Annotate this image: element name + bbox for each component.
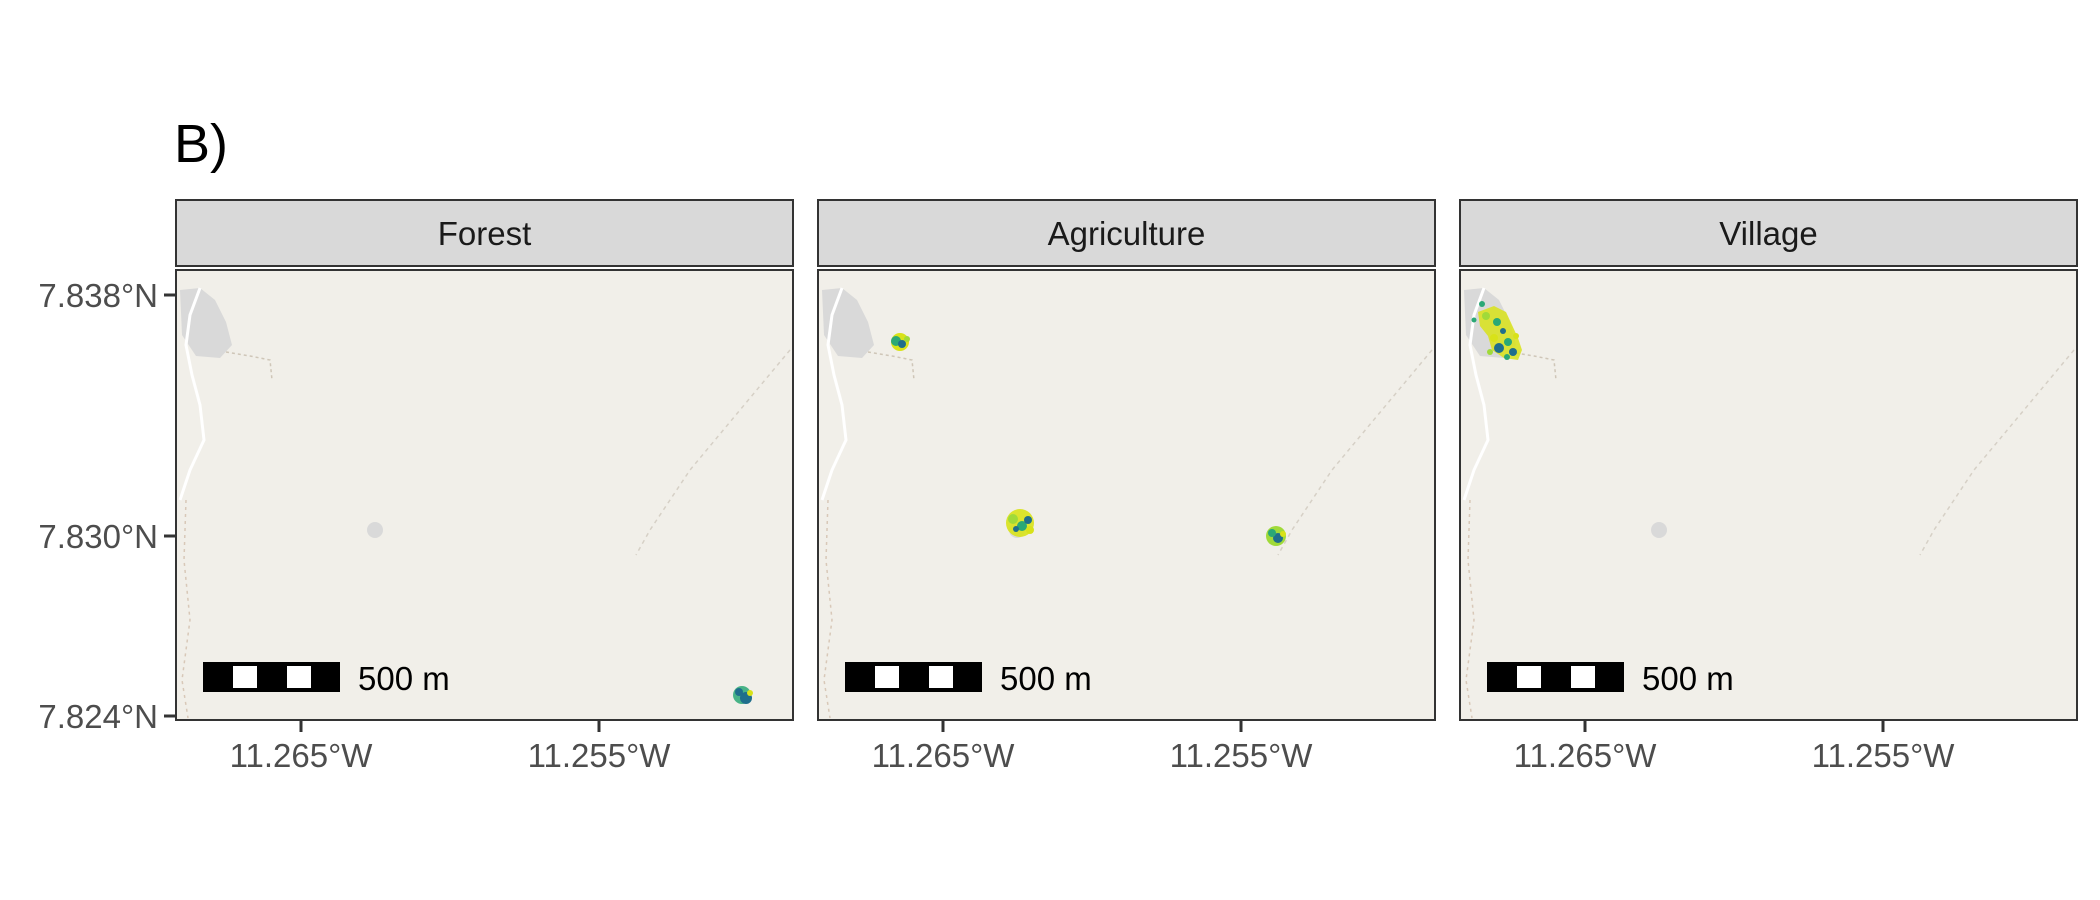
track xyxy=(1509,351,1557,381)
scale-bar-label: 500 m xyxy=(1000,660,1092,697)
map-background xyxy=(176,270,793,720)
point xyxy=(1268,529,1276,537)
map-panel: 500 m xyxy=(1460,270,2077,720)
facet-strip xyxy=(175,199,794,267)
point-cluster xyxy=(1266,526,1286,546)
point xyxy=(898,340,906,348)
panel-border xyxy=(1459,269,2078,721)
point xyxy=(1013,526,1019,532)
scale-bar-segment xyxy=(287,666,311,688)
point xyxy=(1280,531,1286,537)
point xyxy=(1024,516,1032,524)
scale-bar-segment xyxy=(845,662,982,692)
x-tick-label: 11.255°W xyxy=(528,737,672,774)
scale-bar-segment xyxy=(1517,666,1541,688)
facet-forest: Forest 500 m xyxy=(175,199,794,774)
point xyxy=(1017,521,1027,531)
map-panel: 500 m xyxy=(818,270,1435,720)
x-tick-label: 11.255°W xyxy=(1170,737,1314,774)
point-cluster xyxy=(1471,301,1522,360)
panel-border xyxy=(817,269,1436,721)
y-tick-label: 7.824°N xyxy=(38,698,158,735)
point xyxy=(1487,349,1493,355)
point xyxy=(1479,301,1485,307)
point xyxy=(1500,328,1506,334)
point xyxy=(904,336,910,342)
point xyxy=(1471,317,1477,323)
x-tick-label: 11.265°W xyxy=(1514,737,1658,774)
x-tick-label: 11.265°W xyxy=(230,737,374,774)
road xyxy=(178,287,206,501)
panel-label: B) xyxy=(174,114,228,174)
y-tick-label: 7.838°N xyxy=(38,277,158,314)
point xyxy=(1008,514,1018,524)
track xyxy=(1465,499,1475,719)
map-panel: 500 m xyxy=(176,270,793,720)
scale-bar-segment xyxy=(875,666,899,688)
point xyxy=(735,688,743,696)
scale-bar-segment xyxy=(1487,662,1624,692)
point xyxy=(1026,526,1034,534)
facet-agriculture: Agriculture xyxy=(817,199,1436,774)
point xyxy=(1509,348,1517,356)
point-cluster xyxy=(733,686,753,704)
facet-strip xyxy=(1459,199,2078,267)
scale-bar: 500 m xyxy=(203,660,450,697)
y-axis: 7.838°N 7.830°N 7.824°N xyxy=(38,277,176,735)
track xyxy=(181,499,191,719)
track xyxy=(823,499,833,719)
scale-bar: 500 m xyxy=(1487,660,1734,697)
panel-border xyxy=(175,269,794,721)
scale-bar: 500 m xyxy=(845,660,1092,697)
scale-bar-segment xyxy=(1571,666,1595,688)
settlement-spot xyxy=(1651,522,1667,538)
point-cluster xyxy=(891,333,910,351)
road xyxy=(820,287,848,501)
point xyxy=(1504,354,1510,360)
facet-strip-label: Forest xyxy=(438,215,532,252)
point xyxy=(1482,312,1490,320)
facet-strip-label: Agriculture xyxy=(1048,215,1206,252)
scale-bar-label: 500 m xyxy=(1642,660,1734,697)
point xyxy=(747,690,753,696)
scale-bar-label: 500 m xyxy=(358,660,450,697)
point xyxy=(1490,334,1498,342)
x-tick-label: 11.255°W xyxy=(1812,737,1956,774)
point xyxy=(1478,306,1522,360)
y-tick-label: 7.830°N xyxy=(38,518,158,555)
point xyxy=(1504,338,1512,346)
point xyxy=(1493,318,1501,326)
map-background xyxy=(818,270,1435,720)
scale-bar-segment xyxy=(929,666,953,688)
facet-strip-label: Village xyxy=(1719,215,1817,252)
facet-village: Village xyxy=(1459,199,2078,774)
settlement-spot xyxy=(367,522,383,538)
map-background xyxy=(1460,270,2077,720)
track xyxy=(225,351,273,381)
point xyxy=(1513,333,1519,339)
x-tick-label: 11.265°W xyxy=(872,737,1016,774)
scale-bar-segment xyxy=(233,666,257,688)
track xyxy=(867,351,915,381)
point xyxy=(1494,343,1504,353)
scale-bar-segment xyxy=(203,662,340,692)
point-cluster xyxy=(1006,509,1034,537)
facet-strip xyxy=(817,199,1436,267)
